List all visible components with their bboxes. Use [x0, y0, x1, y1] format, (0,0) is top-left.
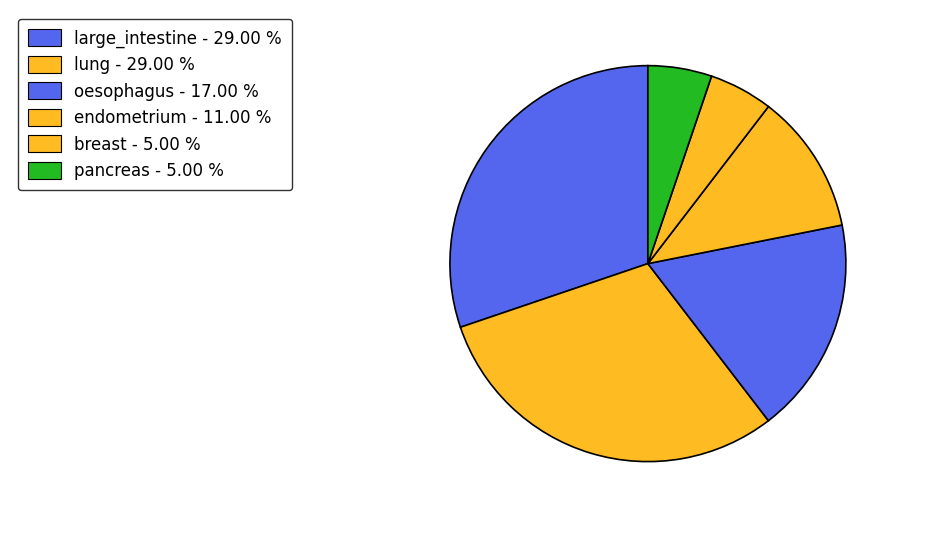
Legend: large_intestine - 29.00 %, lung - 29.00 %, oesophagus - 17.00 %, endometrium - 1: large_intestine - 29.00 %, lung - 29.00 …	[18, 19, 292, 190]
Wedge shape	[648, 225, 846, 421]
Wedge shape	[648, 76, 768, 264]
Wedge shape	[648, 107, 842, 264]
Wedge shape	[648, 66, 712, 264]
Wedge shape	[460, 264, 768, 462]
Wedge shape	[450, 66, 648, 327]
